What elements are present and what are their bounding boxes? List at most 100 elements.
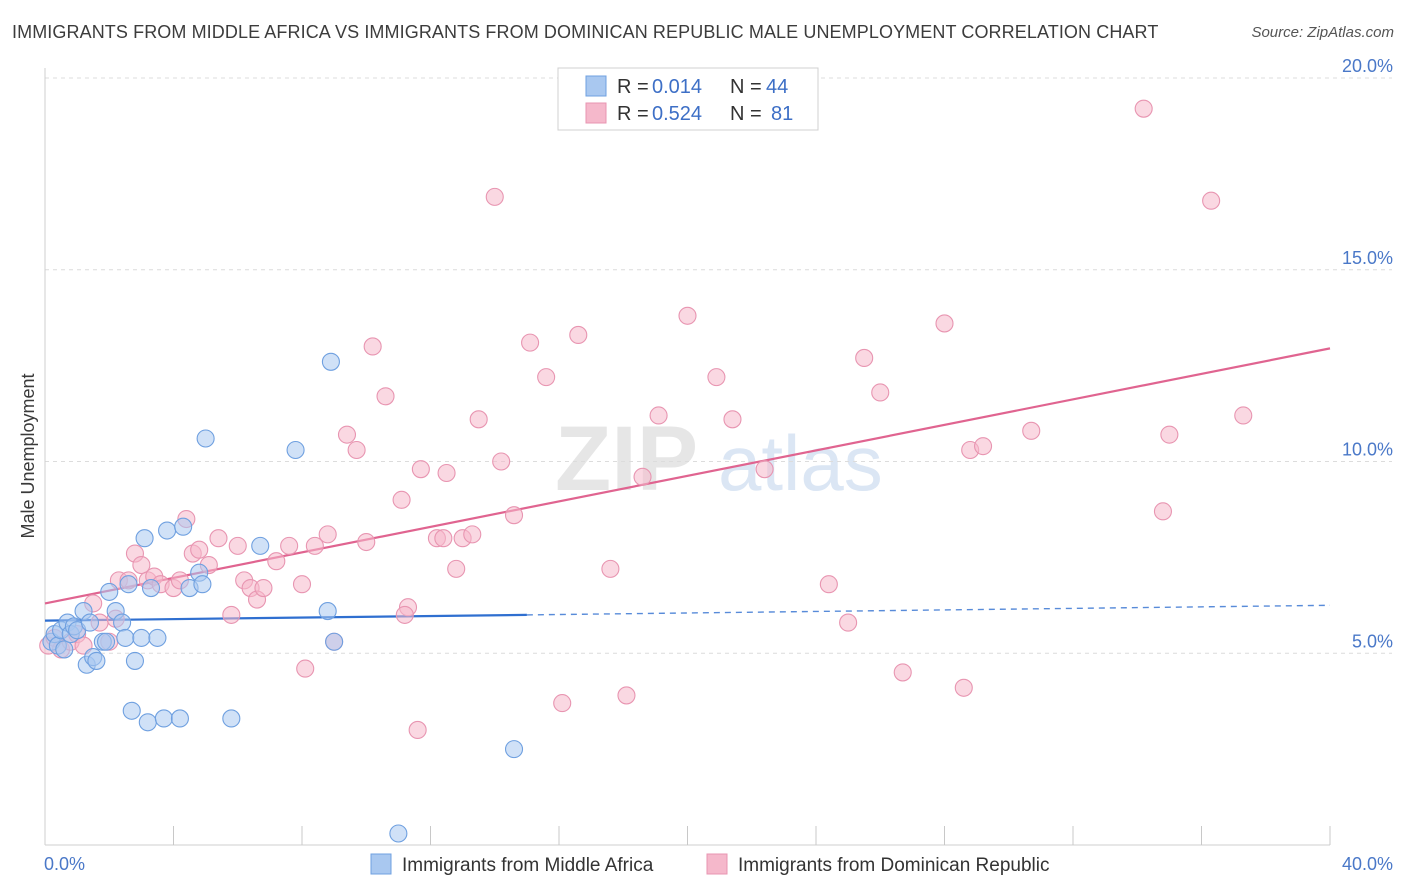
data-point-series-2 [723, 410, 742, 429]
source-label: Source: ZipAtlas.com [1251, 24, 1394, 41]
y-tick-label: 10.0% [1342, 440, 1393, 460]
data-point-series-2 [363, 337, 382, 356]
legend-r-label-2: R = [617, 103, 649, 125]
legend-swatch-middle-africa [585, 75, 607, 97]
y-axis-label: Male Unemployment [18, 373, 38, 538]
data-point-series-2 [935, 314, 954, 333]
data-point-series-1 [504, 740, 524, 759]
gridlines [45, 77, 1392, 654]
data-point-series-1 [55, 640, 74, 659]
data-point-series-2 [755, 460, 774, 479]
data-point-series-2 [649, 406, 668, 425]
data-point-series-1 [158, 521, 177, 540]
data-point-series-2 [228, 536, 247, 555]
data-point-series-1 [154, 709, 173, 728]
data-point-series-2 [492, 452, 511, 471]
data-point-series-1 [125, 651, 144, 670]
y-tick-label: 20.0% [1342, 56, 1393, 76]
bottom-legend-swatch-middle-africa [370, 853, 392, 875]
data-point-series-2 [521, 333, 540, 352]
legend-r-value-1: 0.014 [652, 76, 702, 98]
data-point-series-2 [357, 532, 376, 552]
data-point-series-2 [855, 348, 874, 368]
data-point-series-2 [132, 555, 151, 575]
data-point-series-2 [839, 613, 858, 632]
data-point-series-2 [190, 540, 209, 559]
data-point-series-1 [119, 575, 138, 594]
data-point-series-2 [411, 460, 430, 479]
data-point-series-2 [617, 686, 636, 705]
data-point-series-2 [318, 525, 337, 544]
data-point-series-1 [138, 713, 157, 732]
data-point-series-1 [174, 517, 193, 536]
data-point-series-2 [1134, 99, 1153, 118]
axes: 5.0% 10.0% 15.0% 20.0% 0.0% 40.0% [44, 56, 1393, 874]
data-point-series-2 [678, 306, 697, 325]
data-point-series-2 [553, 694, 572, 713]
data-point-series-1 [321, 352, 340, 371]
bottom-legend: Immigrants from Middle Africa Immigrants… [370, 853, 1050, 876]
data-point-series-1 [80, 613, 100, 632]
legend-swatch-dominican [585, 102, 607, 124]
data-point-series-2 [434, 529, 453, 548]
data-point-series-2 [819, 575, 838, 594]
data-point-series-2 [504, 506, 524, 525]
data-point-series-1 [122, 701, 141, 720]
data-point-series-1 [132, 628, 151, 647]
bottom-legend-swatch-dominican [706, 853, 728, 875]
x-tick-label-min: 0.0% [44, 854, 85, 874]
data-point-series-2 [337, 425, 357, 444]
data-point-series-2 [1160, 425, 1179, 444]
x-tick-label-max: 40.0% [1342, 854, 1393, 874]
data-point-series-2 [601, 559, 620, 578]
data-point-series-2 [463, 525, 482, 544]
data-point-series-2 [1202, 191, 1221, 210]
data-point-series-2 [1153, 502, 1172, 521]
data-point-series-2 [447, 559, 466, 578]
data-points [39, 99, 1253, 843]
y-tick-label: 5.0% [1352, 631, 1393, 651]
data-point-series-2 [893, 663, 912, 682]
data-point-series-1 [196, 429, 215, 448]
data-point-series-2 [633, 467, 652, 486]
data-point-series-1 [96, 632, 116, 651]
data-point-series-1 [113, 613, 132, 632]
data-point-series-2 [973, 437, 993, 456]
data-point-series-1 [170, 709, 189, 728]
data-point-series-2 [569, 325, 588, 344]
top-legend: R = 0.014 N = 44 R = 0.524 N = 81 [557, 67, 819, 131]
data-point-series-1 [389, 824, 408, 843]
data-point-series-2 [871, 383, 890, 402]
data-point-series-2 [376, 387, 395, 406]
trend-line-2 [44, 347, 1331, 605]
legend-n-label-1: N = [730, 76, 762, 98]
data-point-series-1 [325, 632, 344, 651]
data-point-series-2 [209, 529, 228, 548]
data-point-series-2 [954, 678, 973, 697]
data-point-series-2 [707, 368, 726, 387]
data-point-series-1 [193, 575, 212, 594]
y-tick-label: 15.0% [1342, 248, 1393, 268]
watermark-atlas: atlas [718, 419, 883, 507]
data-point-series-2 [437, 463, 456, 483]
data-point-series-2 [537, 368, 556, 387]
data-point-series-1 [251, 536, 270, 555]
chart-title: IMMIGRANTS FROM MIDDLE AFRICA VS IMMIGRA… [12, 22, 1159, 42]
data-point-series-1 [141, 579, 161, 598]
data-point-series-2 [222, 605, 241, 624]
data-point-series-2 [292, 575, 312, 594]
data-point-series-2 [395, 605, 414, 624]
data-point-series-1 [87, 651, 106, 670]
data-point-series-2 [485, 187, 504, 206]
data-point-series-2 [267, 552, 286, 571]
legend-r-label-1: R = [617, 76, 649, 98]
data-point-series-2 [469, 410, 488, 429]
legend-r-value-2: 0.524 [652, 103, 702, 125]
data-point-series-2 [1022, 421, 1041, 440]
data-point-series-1 [286, 440, 305, 460]
data-point-series-2 [347, 440, 366, 460]
legend-n-value-2: 81 [771, 103, 793, 125]
data-point-series-2 [254, 579, 273, 598]
data-point-series-1 [135, 529, 154, 548]
